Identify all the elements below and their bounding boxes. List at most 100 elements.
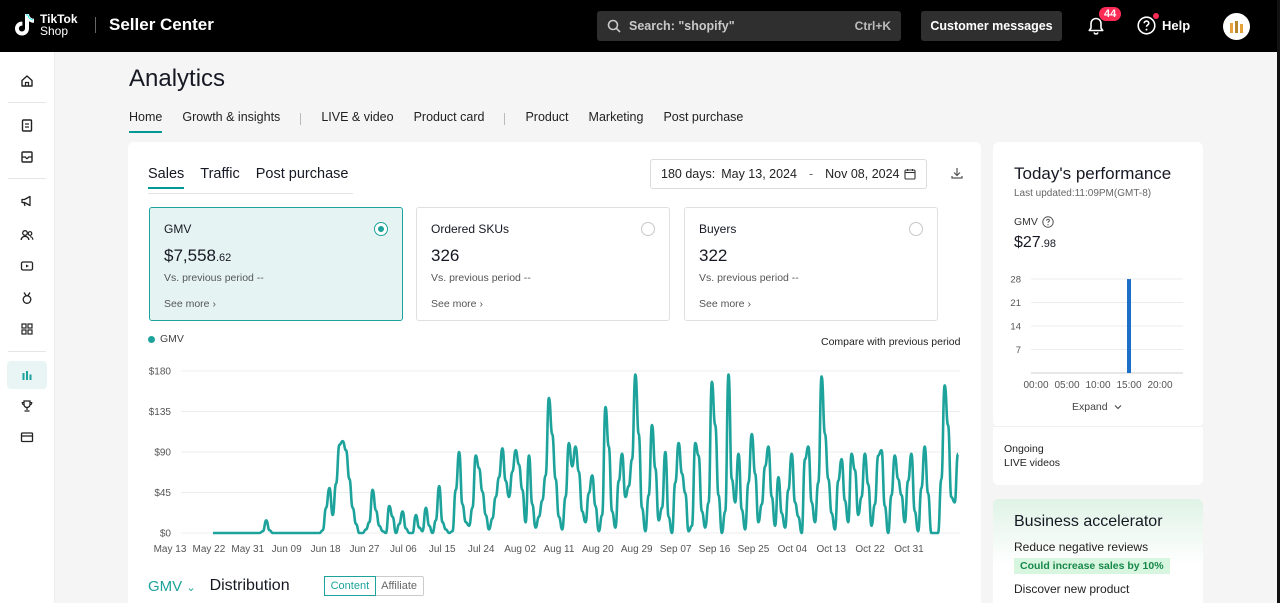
help-icon [1137,16,1156,35]
chart-legend[interactable]: GMV [148,333,184,345]
tab-marketing[interactable]: Marketing [588,110,644,124]
tiktok-shop-logo[interactable]: TikTok Shop [12,12,78,38]
mini-bar[interactable] [1127,279,1131,373]
nav-separator [504,113,506,125]
live-icon [20,261,34,271]
x-tick-label: Sep 07 [660,544,692,555]
x-tick-label: Oct 31 [894,544,924,555]
todays-performance-title: Today's performance [1014,164,1172,183]
x-tick-label: May 31 [231,544,264,555]
metric-selector[interactable]: GMV ⌄ [148,578,196,595]
tab-home[interactable]: Home [129,110,163,133]
search-input[interactable]: Search: "shopify" Ctrl+K [597,11,901,41]
tab-product-card[interactable]: Product card [413,110,485,124]
metric-radio[interactable] [909,222,923,236]
mini-x-tick-label: 00:00 [1023,380,1048,391]
sales-overview-card: Sales Traffic Post purchase 180 days: Ma… [128,142,981,603]
y-tick-label: $90 [154,448,171,459]
sidebar-item-analytics[interactable] [7,361,47,389]
y-tick-label: $180 [149,367,172,378]
help-button[interactable]: Help [1137,16,1190,35]
metric-card-gmv[interactable]: GMV $7,558.62 Vs. previous period -- See… [149,207,403,321]
metric-card-buyers[interactable]: Buyers 322 Vs. previous period -- See mo… [684,207,938,321]
x-tick-label: Aug 29 [621,544,653,555]
sidebar-item-home[interactable] [7,67,47,95]
todays-performance-card: Today's performance Last updated:11:09PM… [993,142,1203,427]
accelerator-item-reviews[interactable]: Reduce negative reviews [1014,540,1149,554]
ongoing-label: Ongoing [1004,443,1044,455]
sidebar-item-apps[interactable] [7,315,47,343]
metric-comparison: Vs. previous period -- [431,272,531,284]
distribution-segment-control: Content Affiliate [323,576,424,596]
metric-comparison: Vs. previous period -- [699,272,799,284]
y-tick-label: $45 [154,488,171,499]
sidebar-item-finance[interactable] [7,423,47,451]
date-range-end: Nov 08, 2024 [825,167,900,181]
x-tick-label: Jun 18 [311,544,341,555]
subtab-sales[interactable]: Sales [148,166,185,189]
accelerator-item-products[interactable]: Discover new product [1014,582,1130,596]
help-indicator-dot [1153,13,1159,19]
metric-radio[interactable] [374,222,388,236]
today-gmv-value: $27.98 [1014,234,1056,252]
sidebar-item-customers[interactable] [7,221,47,249]
rewards-icon [22,292,32,304]
mini-y-tick-label: 21 [1010,298,1021,309]
see-more-label: See more [164,298,210,310]
bell-icon[interactable] [1086,16,1106,36]
see-more-link[interactable]: See more › [699,298,923,310]
expand-label: Expand [1072,401,1108,413]
customer-messages-button[interactable]: Customer messages [921,11,1062,41]
mini-y-tick-label: 7 [1016,345,1021,356]
x-tick-label: Jul 15 [429,544,456,555]
metric-title: GMV [164,222,192,236]
chevron-right-icon: › [479,298,483,310]
x-tick-label: Oct 13 [816,544,846,555]
info-icon[interactable] [1042,216,1054,228]
date-range-start: May 13, 2024 [721,167,797,181]
tab-post-purchase[interactable]: Post purchase [663,110,744,124]
distribution-header: GMV ⌄ Distribution Content Affiliate [148,576,424,596]
expand-button[interactable]: Expand [1072,401,1124,413]
subtab-post-purchase[interactable]: Post purchase [255,166,349,182]
search-icon [607,19,621,33]
tab-product[interactable]: Product [525,110,569,124]
x-tick-label: Sep 16 [699,544,731,555]
segment-affiliate[interactable]: Affiliate [381,580,417,592]
metric-comparison: Vs. previous period -- [164,272,264,284]
apps-icon [21,323,33,335]
shop-avatar-icon [1229,20,1243,33]
download-icon[interactable] [950,166,964,180]
orders-icon [21,119,33,132]
sidebar-item-live[interactable] [7,252,47,280]
date-range-label: 180 days: [661,167,716,181]
sales-increase-badge: Could increase sales by 10% [1014,558,1170,574]
x-tick-label: Aug 02 [504,544,536,555]
tab-growth-insights[interactable]: Growth & insights [182,110,281,124]
sidebar-item-marketing[interactable] [7,187,47,215]
metric-card-ordered-skus[interactable]: Ordered SKUs 326 Vs. previous period -- … [416,207,670,321]
see-more-link[interactable]: See more › [431,298,655,310]
x-tick-label: Jul 24 [468,544,495,555]
avatar[interactable] [1223,13,1250,40]
metric-title: Buyers [699,222,737,236]
gmv-line-chart: $0 $45 $90 $135 $180 May 13 May 22 May 31 Jun 09… [149,367,960,555]
live-videos-label: LIVE videos [1004,457,1061,469]
metric-radio[interactable] [641,222,655,236]
subtab-traffic[interactable]: Traffic [200,166,240,182]
ongoing-live-videos[interactable]: Ongoing LIVE videos [993,426,1203,485]
y-tick-label: $0 [160,529,172,540]
segment-content[interactable]: Content [323,576,377,596]
chevron-right-icon: › [212,298,216,310]
tab-live-video[interactable]: LIVE & video [321,110,394,124]
compare-previous-toggle[interactable]: Compare with previous period [821,336,961,348]
sidebar-item-products[interactable] [7,143,47,171]
sidebar-item-orders[interactable] [7,111,47,139]
gmv-series-line [212,373,960,535]
date-range-picker[interactable]: 180 days: May 13, 2024 - Nov 08, 2024 [650,159,927,189]
metric-value: 322 [699,246,728,265]
sidebar-item-rewards[interactable] [7,284,47,312]
metric-value-main: $7,558 [164,246,216,265]
sidebar-item-growth[interactable] [7,392,47,420]
see-more-link[interactable]: See more › [164,298,388,310]
